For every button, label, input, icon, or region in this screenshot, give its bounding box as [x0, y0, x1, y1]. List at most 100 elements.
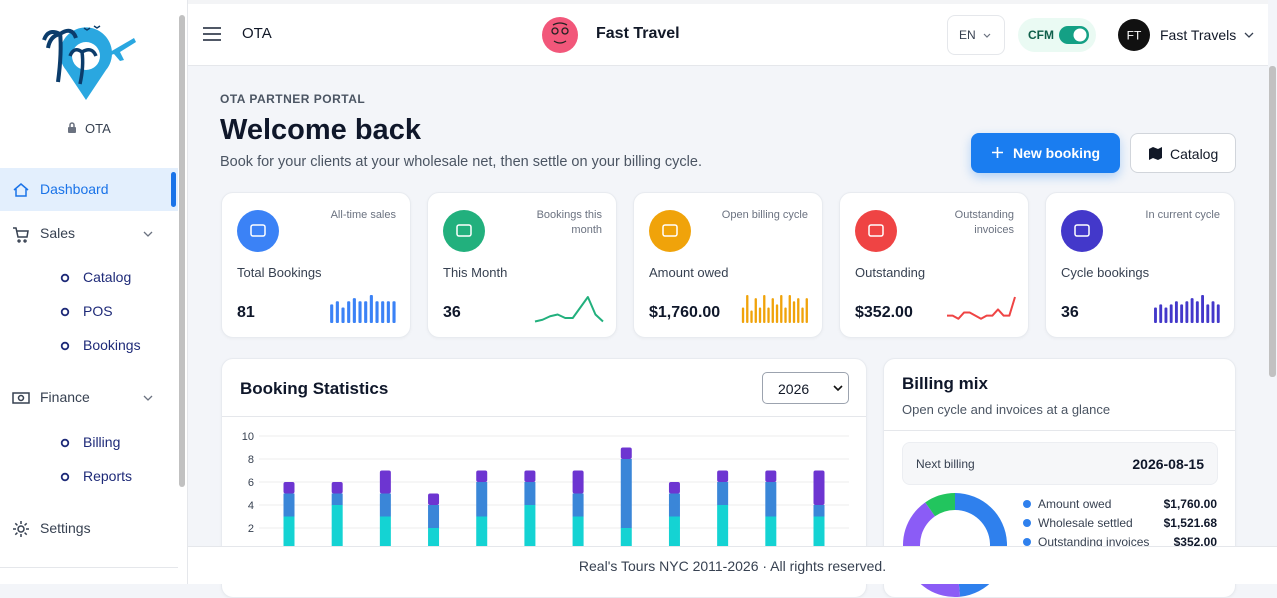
- spark-bar: [750, 310, 753, 323]
- spark-bar: [358, 301, 362, 323]
- spark-bar: [1216, 304, 1220, 323]
- language-chevron: [983, 33, 991, 38]
- bar-segment: [813, 505, 825, 517]
- spark-bar: [335, 301, 339, 323]
- bullet: [60, 438, 70, 448]
- nav-subitem[interactable]: POS: [83, 303, 113, 319]
- logo-birds: [83, 25, 101, 31]
- bar-segment: [572, 493, 584, 517]
- spark-bar: [801, 307, 804, 323]
- footer: Real's Tours NYC 2011-2026 · All rights …: [188, 546, 1277, 584]
- lock-shackle: [69, 122, 75, 127]
- chevron: [143, 231, 153, 237]
- switch-knob: [1073, 28, 1087, 42]
- spark-bar: [784, 307, 787, 323]
- spark-bar: [1154, 307, 1157, 323]
- bar-segment: [331, 493, 343, 505]
- spark-line: [534, 296, 604, 323]
- toggle-switch: [1059, 26, 1089, 44]
- nav-bullet: [60, 273, 70, 283]
- nav-subitem[interactable]: Bookings: [83, 337, 141, 353]
- card-title: Booking Statistics: [240, 379, 389, 398]
- spark-bar: [347, 301, 351, 323]
- bar-segment: [765, 482, 777, 517]
- button-label: Catalog: [1170, 146, 1219, 162]
- bar-segment: [524, 482, 536, 505]
- stat-value: 36: [443, 304, 461, 321]
- nav-icon: [13, 521, 29, 537]
- spark-bar: [352, 298, 356, 323]
- stat-icon-glyph: [662, 224, 678, 237]
- language-select[interactable]: EN: [947, 15, 1005, 55]
- nav-subitem[interactable]: Billing: [83, 434, 121, 450]
- spark-bar: [763, 295, 766, 323]
- spark-bar: [771, 298, 774, 323]
- bar-segment: [620, 459, 632, 528]
- page-scrollbar: [1269, 66, 1276, 377]
- nav-icon: [12, 392, 30, 404]
- user-name[interactable]: Fast Travels: [1160, 27, 1237, 43]
- bar-segment: [283, 482, 295, 494]
- stat-card: Bookings this month This Month 36: [427, 192, 617, 338]
- spark-bar: [1159, 304, 1163, 323]
- catalog-button[interactable]: Catalog: [1130, 133, 1236, 173]
- bar-segment: [572, 516, 584, 551]
- card-subtitle: Open cycle and invoices at a glance: [902, 402, 1111, 417]
- nav-item[interactable]: Sales: [40, 225, 76, 241]
- y-tick-label: 6: [248, 477, 254, 489]
- nav-item[interactable]: Dashboard: [40, 181, 109, 197]
- bar-segment: [668, 482, 680, 494]
- stat-icon: [1061, 210, 1103, 252]
- eyebrow: OTA PARTNER PORTAL: [220, 92, 366, 106]
- next-billing: Next billing 2026-08-15: [902, 442, 1218, 485]
- donut-chart: Amount owed $1,760.00 Wholesale settled $1,…: [902, 492, 1217, 597]
- lock-icon: [68, 122, 76, 133]
- nav-subitem[interactable]: Catalog: [83, 269, 132, 285]
- cfm-toggle[interactable]: CFM: [1018, 18, 1096, 52]
- stat-value: $352.00: [855, 304, 913, 321]
- topbar: OTA Fast Travel EN CFM FT Fast Travels: [188, 0, 1268, 66]
- spark-line: [947, 296, 1016, 320]
- nav-chevron: [143, 231, 153, 237]
- card-title: Billing mix: [902, 374, 988, 393]
- new-booking-button[interactable]: New booking: [971, 133, 1120, 173]
- stat-label: Cycle bookings: [1061, 265, 1150, 280]
- year-select[interactable]: 2026: [762, 372, 849, 404]
- spark-bar: [741, 307, 745, 323]
- bar-segment: [765, 470, 777, 482]
- legend-value: $1,760.00: [1164, 497, 1218, 511]
- bullet: [60, 273, 70, 283]
- nav-item[interactable]: Settings: [40, 520, 91, 536]
- stat-card: Outstanding invoices Outstanding $352.00: [839, 192, 1029, 338]
- logo-plane: [108, 38, 136, 61]
- bar-segment: [476, 470, 488, 482]
- spark-bar: [1169, 304, 1173, 323]
- stat-icon: [855, 210, 897, 252]
- nav-subitem[interactable]: Reports: [83, 468, 133, 484]
- spark-bar: [1174, 301, 1178, 323]
- stat-icon-bg: [1061, 210, 1103, 252]
- bar-segment: [524, 470, 536, 482]
- bar-segment: [620, 528, 632, 551]
- nav-item[interactable]: Finance: [40, 389, 90, 405]
- bullet: [60, 472, 70, 482]
- bullet: [60, 307, 70, 317]
- spark-bar: [330, 304, 334, 323]
- bar-segment: [379, 516, 391, 551]
- nav-bullet: [60, 438, 70, 448]
- stat-note: In current cycle: [1145, 209, 1220, 221]
- y-tick-label: 4: [248, 500, 254, 512]
- plus-icon: [992, 147, 1003, 158]
- donut-segment: [925, 493, 955, 517]
- spark-bar: [797, 298, 800, 323]
- button-label: New booking: [1013, 145, 1101, 161]
- spark-bar: [1185, 301, 1189, 323]
- bar-segment: [668, 493, 680, 517]
- nav-active-bg: [0, 168, 178, 211]
- bar-segment: [717, 470, 729, 482]
- spark-bar: [341, 307, 345, 323]
- spark-bar: [392, 301, 396, 323]
- stat-label: Total Bookings: [237, 265, 322, 280]
- app-avatar: [542, 17, 578, 53]
